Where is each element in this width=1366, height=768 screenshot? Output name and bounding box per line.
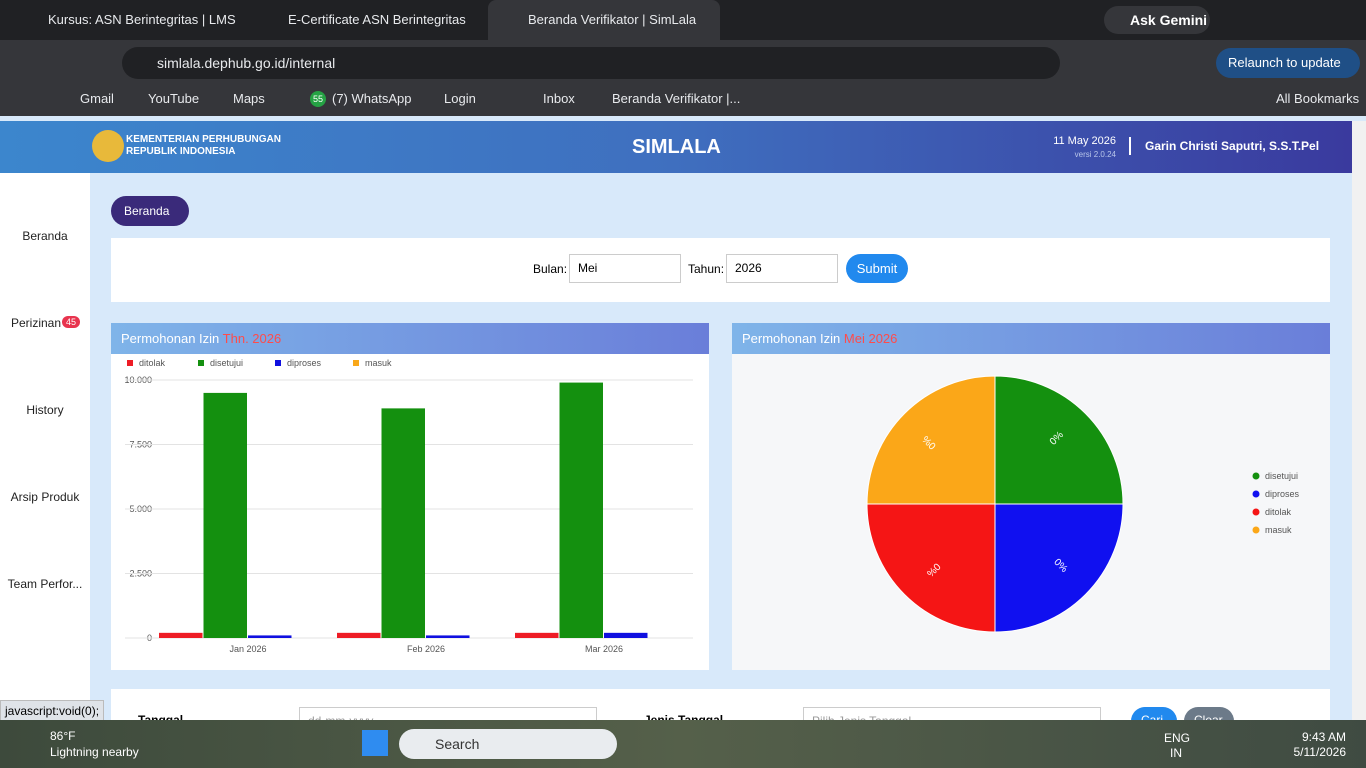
date: 11 May 2026 bbox=[1053, 135, 1116, 147]
legend-swatch bbox=[1252, 490, 1260, 498]
legend-label: ditolak bbox=[139, 358, 166, 368]
filter-panel bbox=[111, 238, 1330, 302]
badge: 45 bbox=[62, 316, 81, 328]
select[interactable]: Mei bbox=[569, 254, 681, 283]
bar-panel: Permohonan Izin Thn. 2026 0 2.500 5.000 7.5… bbox=[111, 323, 709, 670]
x-tick-label: Mar 2026 bbox=[585, 644, 623, 654]
bookmark[interactable]: (7) WhatsApp bbox=[332, 91, 412, 106]
app-header bbox=[0, 121, 1352, 173]
legend-swatch bbox=[127, 360, 133, 366]
x-tick-label: Jan 2026 bbox=[229, 644, 266, 654]
all-bookmarks[interactable]: All Bookmarks bbox=[1276, 91, 1360, 106]
bookmark[interactable]: Beranda Verifikator |... bbox=[612, 91, 741, 106]
start-button[interactable] bbox=[362, 730, 388, 756]
pie-slice bbox=[994, 503, 1124, 633]
chart-subtitle: Mei 2026 bbox=[843, 331, 898, 346]
bookmark[interactable]: Gmail bbox=[80, 91, 114, 106]
legend-label: ditolak bbox=[1265, 507, 1292, 517]
panel-header: Permohonan Izin Thn. 2026 bbox=[111, 323, 709, 354]
legend-swatch bbox=[353, 360, 359, 366]
bar bbox=[604, 632, 648, 638]
weather: Lightning nearby bbox=[50, 745, 139, 759]
chart-title: Permohonan Izin bbox=[121, 331, 220, 346]
legend-swatch bbox=[275, 360, 281, 366]
app-title: SIMLALA bbox=[632, 136, 721, 158]
divider bbox=[1129, 137, 1131, 155]
version: versi 2.0.24 bbox=[1074, 150, 1116, 159]
tab[interactable]: E-Certificate ASN Berintegritas bbox=[288, 12, 466, 27]
status-bar: javascript:void(0); bbox=[0, 700, 105, 722]
legend-label: masuk bbox=[365, 358, 392, 368]
ask-gemini[interactable]: Ask Gemini bbox=[1104, 6, 1210, 34]
bar bbox=[515, 632, 559, 638]
x-tick-label: Feb 2026 bbox=[407, 644, 445, 654]
clock-time[interactable]: 9:43 AM bbox=[1301, 730, 1346, 744]
legend-label: masuk bbox=[1265, 525, 1292, 535]
org-line: KEMENTERIAN PERHUBUNGAN bbox=[126, 134, 282, 145]
chart-title: Permohonan Izin bbox=[742, 331, 841, 346]
pie-slice bbox=[866, 375, 996, 505]
tab[interactable]: Kursus: ASN Berintegritas | LMS bbox=[48, 12, 236, 27]
lang[interactable]: IN bbox=[1170, 746, 1182, 760]
user-name[interactable]: Garin Christi Saputri, S.S.T.Pel bbox=[1145, 139, 1320, 153]
search-box[interactable]: Search bbox=[399, 729, 617, 759]
bar bbox=[381, 408, 425, 638]
tab-chip[interactable]: Beranda bbox=[111, 196, 189, 226]
legend-label: diproses bbox=[287, 358, 322, 368]
bar bbox=[559, 382, 603, 638]
relaunch-button[interactable]: Relaunch to update bbox=[1216, 48, 1360, 78]
select[interactable]: 2026 bbox=[726, 254, 838, 283]
lang[interactable]: ENG bbox=[1164, 731, 1191, 745]
clock-date[interactable]: 5/11/2026 bbox=[1293, 745, 1347, 759]
bookmark[interactable]: Maps bbox=[233, 91, 265, 106]
legend-swatch bbox=[198, 360, 204, 366]
address-bar[interactable]: simlala.dephub.go.id/internal bbox=[122, 47, 1060, 79]
label: Tahun: bbox=[688, 262, 725, 276]
pie-slice bbox=[994, 375, 1124, 505]
temperature: 86°F bbox=[50, 729, 76, 743]
whatsapp-icon: 55 bbox=[310, 91, 326, 107]
nav-item[interactable]: History bbox=[26, 403, 64, 417]
sidebar bbox=[0, 173, 90, 720]
legend-label: disetujui bbox=[210, 358, 243, 368]
chart-subtitle: Thn. 2026 bbox=[222, 331, 282, 346]
bookmark[interactable]: YouTube bbox=[148, 91, 200, 106]
pie-slice bbox=[866, 503, 996, 633]
nav-item[interactable]: Arsip Produk bbox=[10, 490, 80, 504]
taskbar bbox=[0, 720, 1366, 768]
panel-header: Permohonan Izin Mei 2026 bbox=[732, 323, 1330, 354]
bar bbox=[337, 632, 381, 638]
tab-active[interactable]: Beranda Verifikator | SimLala bbox=[488, 0, 720, 40]
submit-button[interactable]: Submit bbox=[846, 254, 908, 283]
legend-label: diproses bbox=[1265, 489, 1300, 499]
scrollbar[interactable] bbox=[1352, 121, 1366, 720]
legend-swatch bbox=[1252, 508, 1260, 516]
bar bbox=[159, 632, 203, 638]
nav-item[interactable]: Team Perfor... bbox=[7, 577, 83, 591]
legend-swatch bbox=[1252, 526, 1260, 534]
bar bbox=[203, 392, 247, 638]
nav-item[interactable]: Perizinan bbox=[10, 316, 62, 330]
legend-swatch bbox=[1252, 472, 1260, 480]
org-line: REPUBLIK INDONESIA bbox=[126, 146, 236, 157]
bar bbox=[248, 635, 292, 638]
bar bbox=[426, 635, 470, 638]
nav-item[interactable]: Beranda bbox=[22, 229, 68, 243]
bookmark[interactable]: Inbox bbox=[543, 91, 575, 106]
bookmark[interactable]: Login bbox=[444, 91, 476, 106]
pie-panel: Permohonan Izin Mei 2026 0% disetujui 0% di… bbox=[732, 323, 1330, 670]
legend-label: disetujui bbox=[1265, 471, 1298, 481]
logo bbox=[92, 130, 124, 162]
label: Bulan: bbox=[533, 262, 568, 276]
